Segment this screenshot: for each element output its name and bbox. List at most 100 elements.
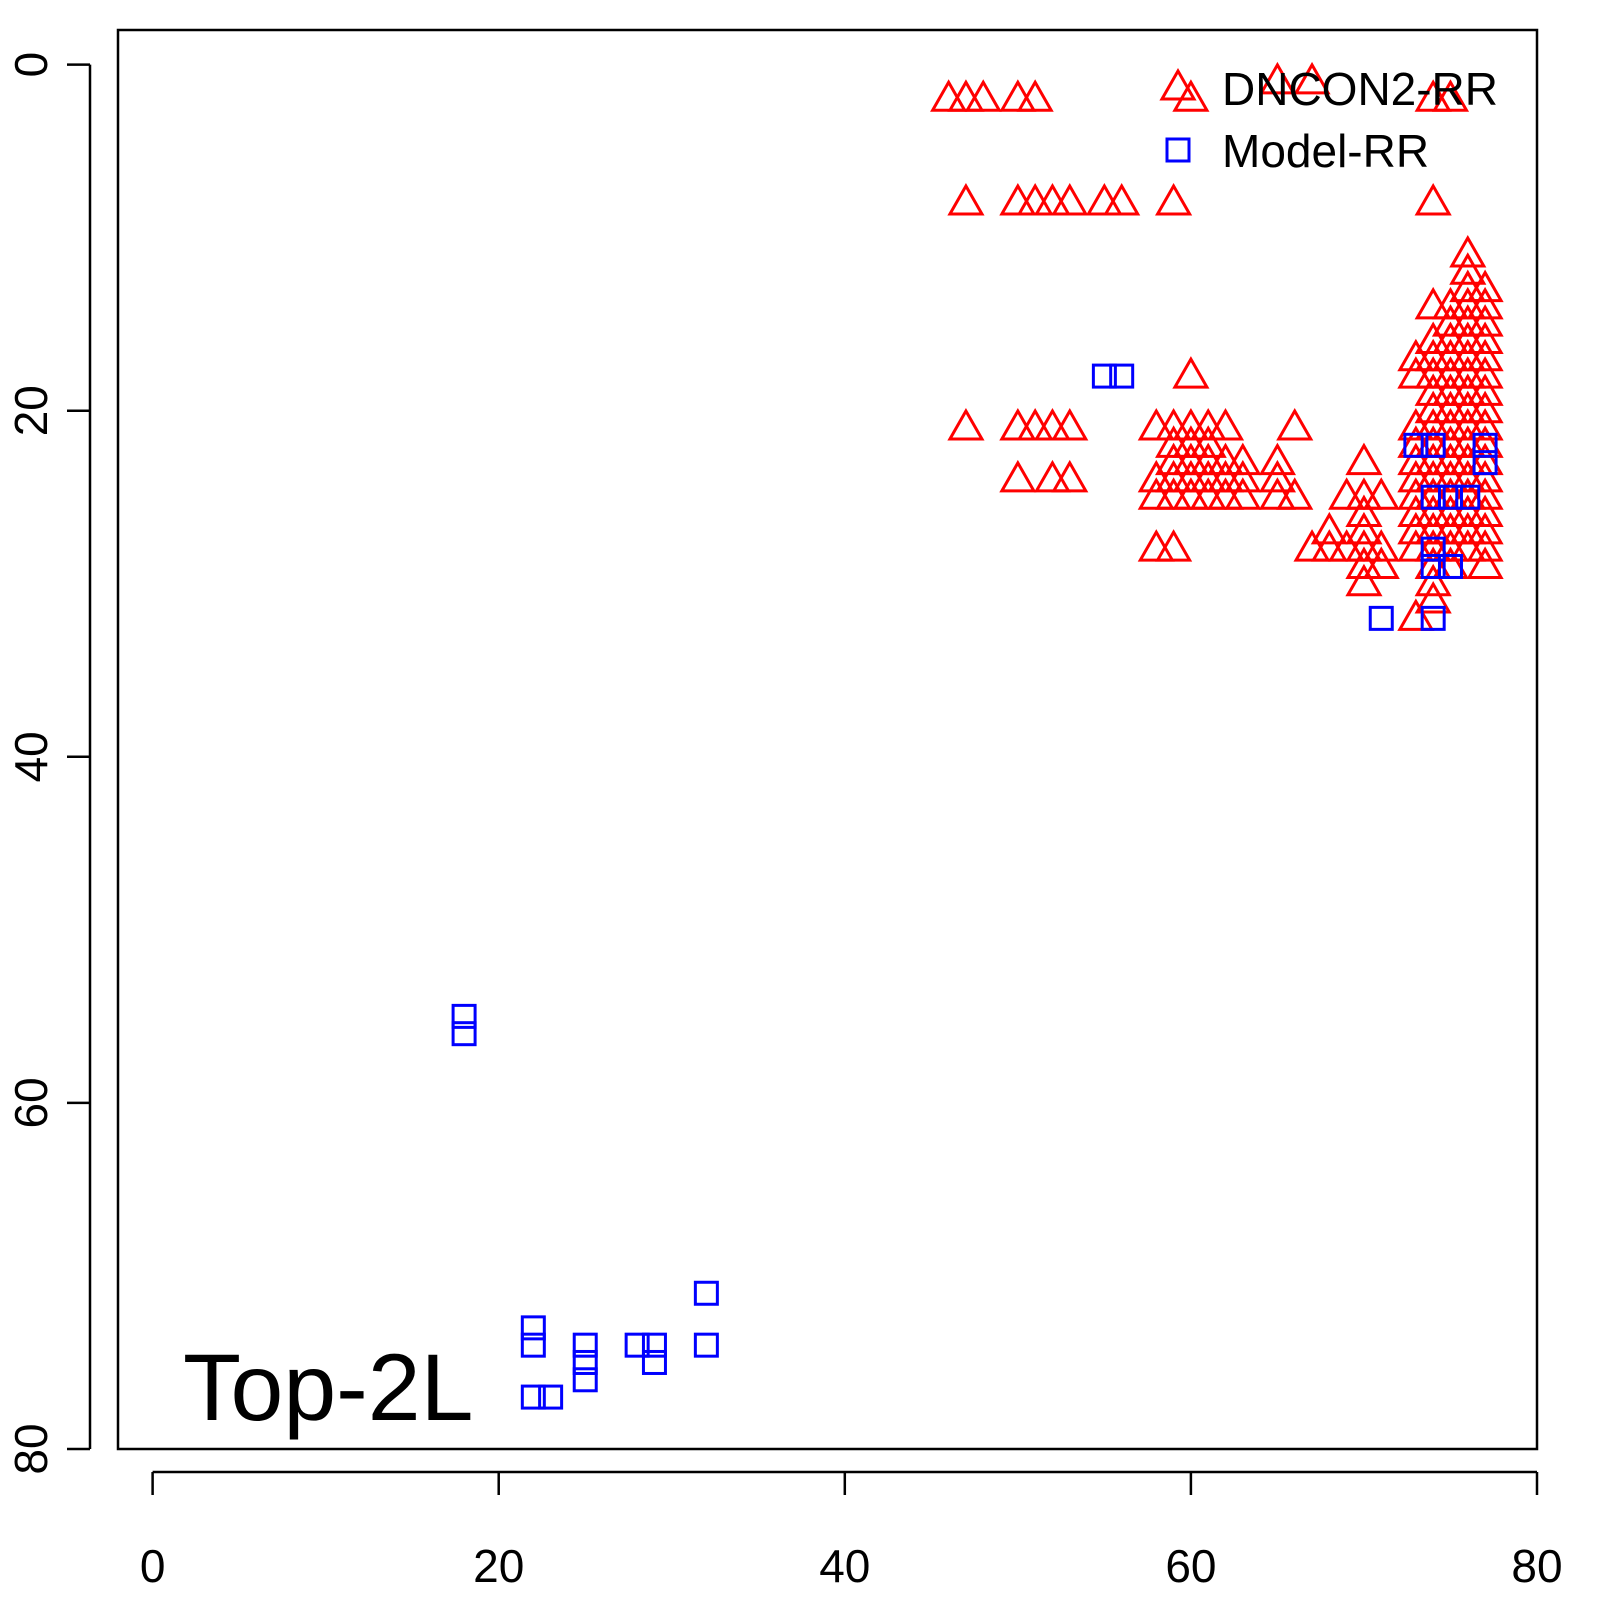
triangle-point	[1258, 459, 1297, 493]
annotation: Top-2L	[183, 1335, 473, 1441]
triangle-point	[1085, 183, 1123, 216]
triangle-point	[1310, 511, 1348, 545]
triangle-point	[1155, 529, 1193, 562]
triangle-point	[1276, 407, 1314, 441]
triangle-point	[1397, 338, 1435, 372]
triangle-point	[1466, 477, 1504, 510]
triangle-point	[1466, 494, 1504, 528]
triangle-point	[1189, 425, 1227, 458]
square-point	[520, 1315, 546, 1341]
square-point	[1437, 484, 1463, 510]
triangle-point	[1397, 598, 1435, 631]
legend-marker	[1159, 67, 1197, 101]
square-point	[1472, 450, 1498, 476]
triangle-point	[999, 79, 1037, 112]
triangle-point	[1466, 546, 1504, 579]
square-point	[572, 1332, 598, 1358]
square-point	[624, 1332, 650, 1358]
triangle-point	[1345, 442, 1383, 476]
square-point	[572, 1367, 598, 1393]
triangle-point	[1345, 563, 1383, 597]
triangle-point	[1137, 407, 1175, 441]
y-tick-label: 40	[5, 731, 57, 782]
triangle-point	[947, 183, 985, 216]
square-point	[693, 1332, 719, 1358]
y-tick-label: 20	[5, 385, 57, 436]
triangle-point	[999, 183, 1037, 216]
square-point	[520, 1332, 546, 1358]
triangle-point	[1051, 407, 1089, 441]
square-point	[1420, 553, 1446, 579]
triangle-point	[1224, 442, 1262, 476]
triangle-point	[947, 79, 985, 112]
triangle-point	[1189, 407, 1227, 441]
triangle-point	[1206, 442, 1245, 476]
square-point	[1455, 484, 1481, 510]
y-tick-label: 0	[5, 52, 57, 78]
triangle-point	[1414, 563, 1452, 597]
square-point	[538, 1384, 564, 1410]
x-tick-label: 20	[473, 1540, 524, 1592]
square-point	[1420, 484, 1446, 510]
triangle-point	[1172, 407, 1210, 441]
triangle-point	[1276, 477, 1314, 510]
triangle-point	[1449, 234, 1487, 268]
triangle-point	[1328, 477, 1366, 510]
triangle-point	[1328, 529, 1366, 562]
triangle-point	[1414, 286, 1452, 320]
square-point	[1437, 553, 1463, 579]
triangle-point	[1051, 183, 1089, 216]
square-point	[451, 1003, 477, 1029]
triangle-point	[1466, 338, 1504, 372]
triangle-point	[1345, 511, 1383, 545]
x-tick-label: 0	[140, 1540, 166, 1592]
triangle-point	[1293, 61, 1331, 95]
triangle-point	[1155, 183, 1193, 216]
triangle-point	[999, 459, 1037, 493]
triangle-point	[1466, 321, 1504, 354]
plot-frame	[116, 28, 1539, 1451]
square-point	[1420, 536, 1446, 562]
triangle-point	[1362, 529, 1400, 562]
triangle-point	[1466, 511, 1504, 545]
triangle-point	[999, 407, 1037, 441]
triangle-point	[1362, 477, 1400, 510]
triangle-point	[1016, 407, 1054, 441]
triangle-point	[1103, 183, 1141, 216]
triangle-point	[1206, 407, 1245, 441]
triangle-point	[1345, 494, 1383, 528]
triangle-point	[1466, 356, 1504, 389]
triangle-point	[1449, 252, 1487, 285]
square-point	[1420, 605, 1446, 631]
legend-label: DNCON2-RR	[1222, 63, 1498, 115]
triangle-point	[1466, 286, 1504, 320]
triangle-point	[1033, 183, 1072, 216]
square-point	[572, 1349, 598, 1375]
triangle-point	[1466, 390, 1504, 424]
square-point	[641, 1349, 667, 1375]
y-tick-label: 80	[5, 1423, 57, 1474]
triangle-point	[1258, 61, 1297, 95]
triangle-point	[1414, 321, 1452, 354]
square-point	[451, 1021, 477, 1047]
triangle-point	[1466, 529, 1504, 562]
square-point	[1109, 363, 1135, 389]
triangle-point	[1466, 459, 1504, 493]
square-point	[1091, 363, 1117, 389]
triangle-point	[964, 79, 1002, 112]
triangle-point	[1431, 79, 1470, 112]
square-point	[1368, 605, 1394, 631]
triangle-point	[1414, 581, 1452, 614]
triangle-point	[1137, 459, 1175, 493]
triangle-point	[1172, 356, 1210, 389]
square-point	[641, 1332, 667, 1358]
x-tick-label: 80	[1511, 1540, 1562, 1592]
triangle-point	[1224, 477, 1262, 510]
triangle-point	[1431, 286, 1470, 320]
square-point	[693, 1280, 719, 1306]
triangle-point	[1414, 183, 1452, 216]
triangle-point	[1466, 304, 1504, 337]
triangle-point	[1345, 477, 1383, 510]
